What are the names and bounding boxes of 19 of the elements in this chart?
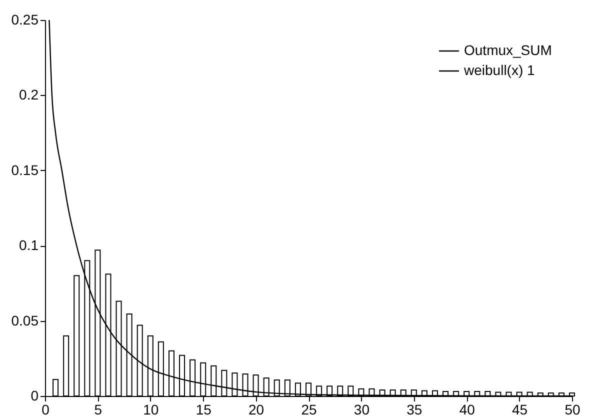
x-tick-label: 15 [196,402,212,418]
y-tick-label: 0.2 [19,86,39,103]
x-tick-label: 0 [42,402,50,418]
y-tick-label: 0.05 [11,312,39,328]
y-tick-label: 0.15 [11,162,39,178]
x-tick-label: 10 [143,402,159,418]
x-tick-label: 35 [406,402,422,418]
legend-label: Outmux_SUM [464,42,552,58]
legend-label: weibull(x) 1 [463,62,536,78]
x-tick-label: 40 [459,402,476,418]
x-tick-label: 25 [301,402,317,418]
x-tick-label: 30 [354,402,370,418]
x-tick-label: 20 [248,402,264,418]
x-tick-label: 50 [564,402,580,418]
x-tick-label: 5 [94,402,102,418]
y-tick-label: 0.25 [11,12,39,28]
y-tick-label: 0 [30,388,39,404]
x-tick-label: 45 [512,402,528,418]
y-tick-label: 0.1 [19,237,39,254]
